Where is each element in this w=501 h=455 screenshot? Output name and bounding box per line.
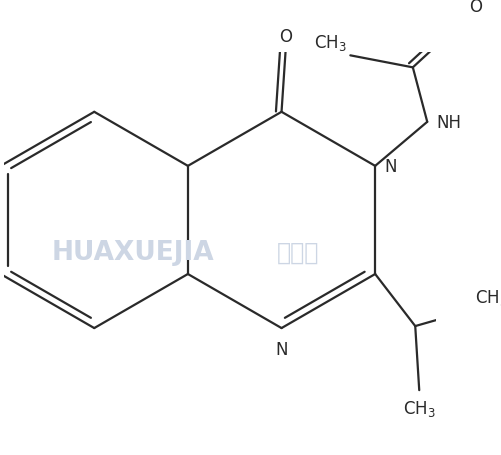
Text: 化学加: 化学加: [276, 240, 318, 264]
Text: O: O: [468, 0, 481, 16]
Text: CH$_3$: CH$_3$: [474, 287, 501, 307]
Text: CH$_3$: CH$_3$: [313, 33, 346, 53]
Text: HUAXUEJIA: HUAXUEJIA: [52, 239, 214, 265]
Text: NH: NH: [436, 114, 461, 131]
Text: N: N: [275, 340, 287, 358]
Text: O: O: [279, 28, 292, 46]
Text: N: N: [384, 157, 396, 176]
Text: CH$_3$: CH$_3$: [402, 398, 435, 418]
